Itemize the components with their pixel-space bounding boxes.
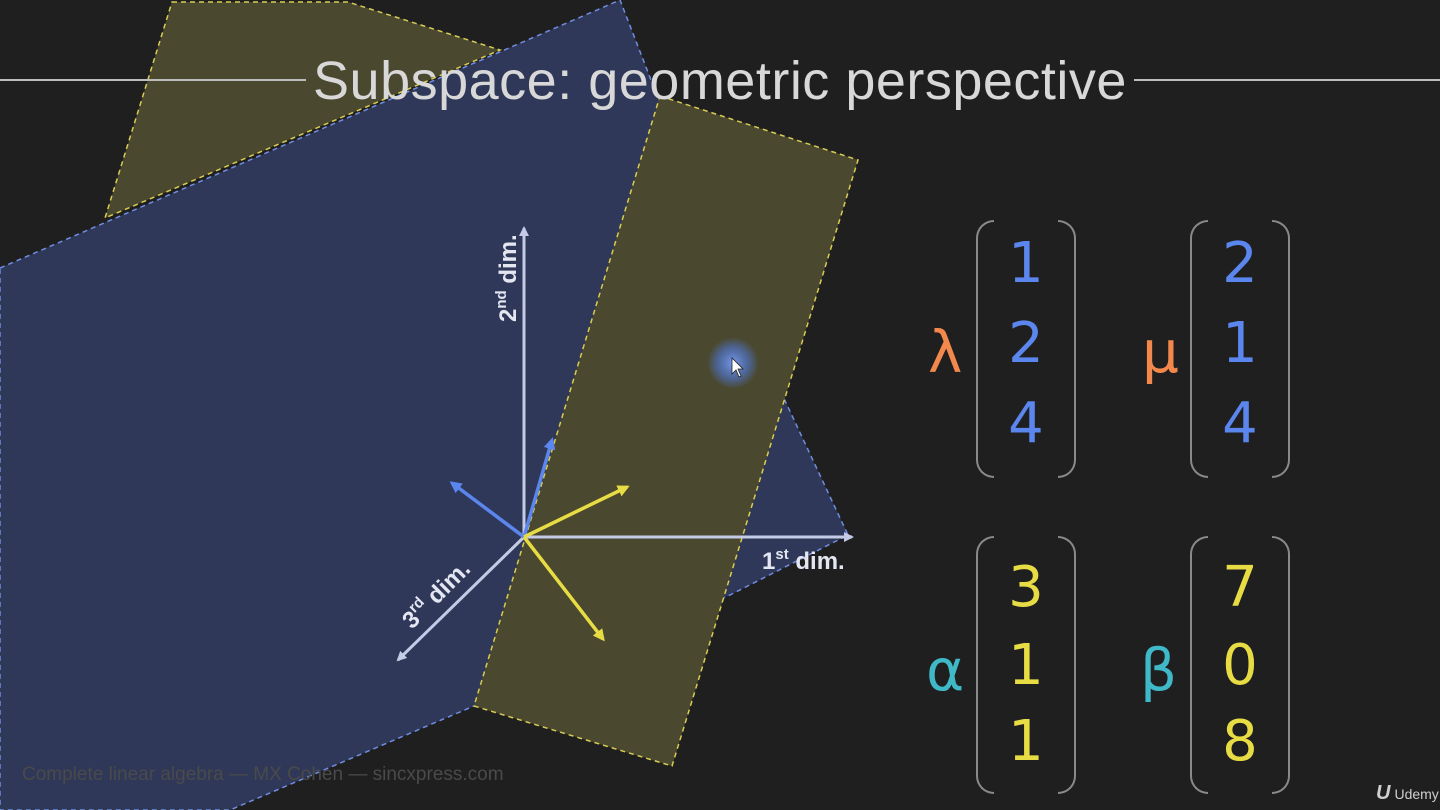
mouse-pointer-icon	[731, 357, 744, 378]
slide-footer: Complete linear algebra — MX Cohen — sin…	[22, 764, 504, 785]
vector-entry: 0	[1222, 633, 1258, 698]
beta-coefficient: β	[1140, 636, 1178, 704]
vector-entry: 2	[1008, 311, 1044, 376]
yellow-vector-1	[523, 485, 630, 539]
title-rule-right	[1134, 79, 1440, 81]
vector-entry: 1	[1008, 633, 1044, 698]
udemy-logo: U Udemy	[1376, 782, 1439, 805]
alpha-coefficient: α	[926, 636, 965, 704]
beta-vector: 7 0 8	[1190, 536, 1290, 794]
title-rule-left	[0, 79, 306, 81]
vector-entry: 1	[1008, 709, 1044, 774]
vector-entry: 3	[1008, 555, 1044, 620]
vector-entry: 4	[1222, 391, 1258, 456]
axis-y-label: 2nd dim.	[493, 234, 522, 322]
vector-entry: 1	[1222, 311, 1258, 376]
blue-vector-1	[449, 481, 526, 539]
mu-coefficient: μ	[1142, 318, 1179, 386]
udemy-logo-text: Udemy	[1394, 786, 1439, 802]
axis-z	[396, 535, 526, 662]
slide-title: Subspace: geometric perspective	[313, 51, 1127, 111]
yellow-vector-2	[522, 535, 605, 642]
vector-entry: 8	[1222, 709, 1258, 774]
udemy-logo-icon: U	[1376, 782, 1391, 804]
mu-vector: 2 1 4	[1190, 220, 1290, 478]
vector-entry: 4	[1008, 391, 1044, 456]
vector-entry: 2	[1222, 231, 1258, 296]
yellow-plane-back	[103, 1, 503, 220]
lambda-vector: 1 2 4	[976, 220, 1076, 478]
lambda-coefficient: λ	[928, 318, 963, 386]
blue-vector-2	[522, 437, 556, 538]
axis-x-label: 1st dim.	[762, 546, 845, 575]
vector-entry: 1	[1008, 231, 1044, 296]
alpha-vector: 3 1 1	[976, 536, 1076, 794]
vector-entry: 7	[1222, 555, 1258, 620]
